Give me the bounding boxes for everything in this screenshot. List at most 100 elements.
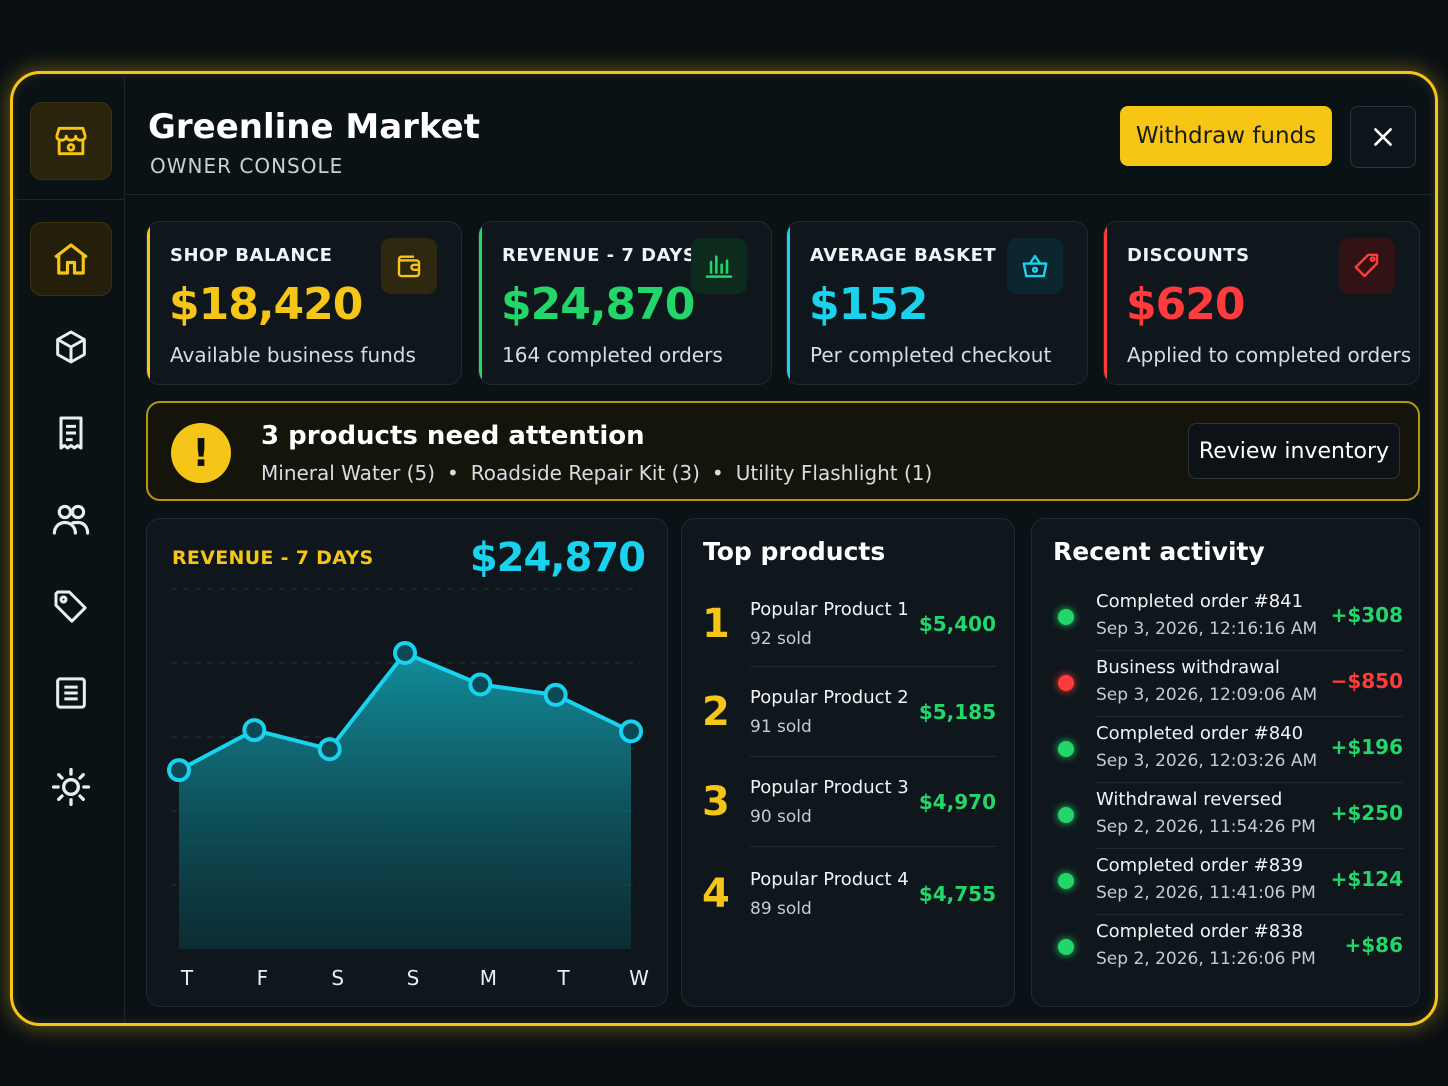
status-dot (1058, 939, 1074, 955)
activity-amount: +$308 (1330, 603, 1403, 627)
activity-row[interactable]: Completed order #840 Sep 3, 2026, 12:03:2… (1052, 717, 1403, 783)
store-icon (55, 126, 87, 156)
card-description: 164 completed orders (502, 343, 723, 367)
alert-product: Mineral Water (5) (261, 461, 435, 485)
card-label: DISCOUNTS (1127, 245, 1250, 266)
product-sold: 90 sold (750, 807, 812, 827)
sidebar-item-reports[interactable] (30, 656, 112, 730)
box-icon (56, 330, 86, 364)
activity-row[interactable]: Withdrawal reversed Sep 2, 2026, 11:54:26… (1052, 783, 1403, 849)
activity-time: Sep 3, 2026, 12:09:06 AM (1096, 685, 1318, 705)
card-value: $152 (809, 279, 928, 330)
tag-icon (54, 590, 87, 623)
activity-amount: −$850 (1330, 669, 1403, 693)
card-revenue: REVENUE - 7 DAYS $24,870 164 completed o… (478, 221, 772, 385)
data-point[interactable] (393, 641, 417, 665)
exclamation-icon: ! (171, 423, 231, 483)
card-value: $24,870 (501, 279, 695, 330)
page-title: Greenline Market (148, 107, 480, 147)
revenue-area (179, 653, 631, 949)
activity-time: Sep 2, 2026, 11:54:26 PM (1096, 817, 1316, 837)
status-dot (1058, 675, 1074, 691)
close-button[interactable] (1350, 106, 1416, 168)
activity-title: Completed order #840 (1096, 723, 1304, 744)
card-value: $18,420 (169, 279, 363, 330)
activity-row[interactable]: Completed order #841 Sep 3, 2026, 12:16:1… (1052, 585, 1403, 651)
activity-row[interactable]: Completed order #839 Sep 2, 2026, 11:41:0… (1052, 849, 1403, 915)
activity-time: Sep 3, 2026, 12:03:26 AM (1096, 751, 1318, 771)
row-divider (1096, 782, 1403, 783)
data-point[interactable] (543, 682, 568, 707)
sidebar-item-customers[interactable] (30, 482, 112, 556)
product-rank: 1 (702, 601, 730, 647)
card-icon-box (691, 238, 747, 294)
review-inventory-button[interactable]: Review inventory (1188, 423, 1400, 479)
activity-title: Completed order #841 (1096, 591, 1304, 612)
x-tick-label: S (407, 966, 420, 990)
card-average-basket: AVERAGE BASKET $152 Per completed checko… (786, 221, 1088, 385)
logo (30, 102, 112, 180)
alert-product: Utility Flashlight (1) (735, 461, 933, 485)
bar-chart-icon (705, 255, 733, 278)
alert-title: 3 products need attention (261, 421, 645, 451)
activity-title: Business withdrawal (1096, 657, 1280, 678)
activity-title: Completed order #839 (1096, 855, 1304, 876)
alert-product: Roadside Repair Kit (3) (470, 461, 700, 485)
product-sold: 91 sold (750, 717, 812, 737)
home-icon (54, 243, 88, 275)
product-rank: 2 (702, 689, 730, 735)
data-point[interactable] (242, 718, 267, 743)
data-point[interactable] (317, 737, 342, 762)
attention-alert: ! 3 products need attention Mineral Wate… (146, 401, 1420, 501)
sun-icon (51, 767, 91, 807)
product-row[interactable]: 3 Popular Product 3 90 sold $4,970 (702, 763, 996, 853)
sidebar-item-products[interactable] (30, 310, 112, 384)
header-divider (125, 194, 1435, 195)
product-rank: 4 (702, 871, 730, 917)
sidebar-item-home[interactable] (30, 222, 112, 296)
wallet-icon (397, 255, 421, 278)
card-shop-balance: SHOP BALANCE $18,420 Available business … (146, 221, 462, 385)
card-label: REVENUE - 7 DAYS (502, 245, 697, 266)
activity-amount: +$124 (1330, 867, 1403, 891)
sidebar (13, 74, 125, 1023)
product-row[interactable]: 1 Popular Product 1 92 sold $5,400 (702, 585, 996, 675)
activity-title: Completed order #838 (1096, 921, 1304, 942)
product-amount: $5,185 (918, 700, 996, 724)
receipt-icon (59, 416, 83, 450)
tag-icon (1354, 253, 1379, 278)
row-divider (1096, 914, 1403, 915)
bullet-separator: • (447, 461, 459, 485)
product-amount: $4,970 (918, 790, 996, 814)
row-divider (750, 846, 996, 847)
row-divider (1096, 848, 1403, 849)
data-point[interactable] (167, 758, 191, 783)
users-icon (52, 504, 90, 535)
activity-title: Withdrawal reversed (1096, 789, 1283, 810)
activity-row[interactable]: Business withdrawal Sep 3, 2026, 12:09:06… (1052, 651, 1403, 717)
bullet-separator: • (711, 461, 724, 485)
chart-total: $24,870 (469, 535, 646, 581)
card-discounts: DISCOUNTS $620 Applied to completed orde… (1103, 221, 1420, 385)
chart-title: REVENUE - 7 DAYS (172, 547, 374, 569)
card-description: Applied to completed orders (1127, 343, 1412, 367)
card-label: SHOP BALANCE (170, 245, 333, 266)
card-value: $620 (1126, 279, 1245, 330)
activity-time: Sep 2, 2026, 11:26:06 PM (1096, 949, 1316, 969)
card-icon-box (381, 238, 437, 294)
sidebar-item-orders[interactable] (30, 396, 112, 470)
sidebar-item-discounts[interactable] (30, 570, 112, 644)
product-row[interactable]: 4 Popular Product 4 89 sold $4,755 (702, 855, 996, 945)
activity-row[interactable]: Completed order #838 Sep 2, 2026, 11:26:0… (1052, 915, 1403, 981)
product-row[interactable]: 2 Popular Product 2 91 sold $5,185 (702, 673, 996, 763)
data-point[interactable] (468, 672, 493, 697)
page-subtitle: OWNER CONSOLE (150, 154, 344, 178)
app-window: Greenline Market OWNER CONSOLE Withdraw … (10, 71, 1438, 1026)
withdraw-funds-button[interactable]: Withdraw funds (1120, 106, 1332, 166)
data-point[interactable] (619, 719, 643, 744)
status-dot (1058, 741, 1074, 757)
status-dot (1058, 807, 1074, 823)
sidebar-item-settings[interactable] (30, 750, 112, 824)
x-tick-label: M (480, 966, 497, 990)
